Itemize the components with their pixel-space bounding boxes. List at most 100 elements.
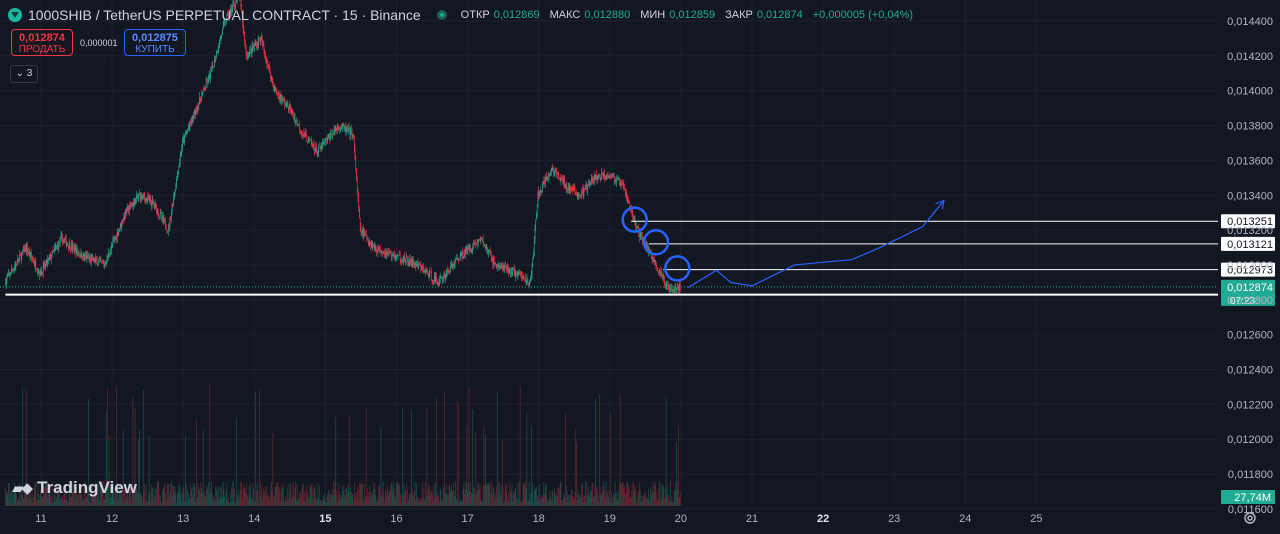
volume-bar (295, 481, 297, 506)
volume-bar (283, 499, 285, 506)
candle-body (621, 182, 622, 183)
volume-bar (427, 484, 429, 506)
candle-body (279, 94, 281, 101)
candle-body (440, 277, 442, 278)
candle-body (66, 244, 68, 246)
volume-bar (251, 500, 253, 506)
volume-bar (436, 397, 437, 506)
volume-bar (614, 482, 616, 506)
volume-bar (179, 493, 181, 506)
volume-bar (590, 491, 591, 506)
candle-body (470, 247, 471, 251)
volume-bar (675, 482, 677, 506)
candle-body (168, 226, 169, 232)
volume-bar (601, 493, 603, 506)
volume-bar (554, 493, 556, 506)
candle-body (168, 226, 170, 228)
candle-body (144, 196, 145, 199)
volume-bar (182, 485, 184, 506)
candle-body (558, 172, 559, 178)
volume-bar (100, 489, 102, 506)
candle-body (525, 277, 526, 282)
volume-bar (471, 494, 473, 506)
volume-bar (239, 494, 240, 506)
volume-bar (495, 496, 497, 506)
volume-bar (191, 487, 193, 506)
volume-bar (400, 493, 402, 506)
candle-body (369, 241, 371, 243)
candle-body (341, 126, 342, 129)
candle-body (117, 231, 119, 235)
volume-bar (148, 495, 149, 506)
volume-bar (509, 481, 511, 506)
candle-body (548, 173, 550, 174)
volume-bar (230, 493, 231, 506)
volume-bar (282, 482, 284, 506)
candle-body (486, 247, 488, 249)
candle-body (97, 264, 99, 266)
volume-bar (61, 498, 63, 506)
indicators-toggle-button[interactable]: ⌄ 3 (10, 65, 38, 83)
volume-bar (500, 495, 502, 506)
volume-bar (557, 488, 559, 506)
candle-body (673, 287, 675, 291)
candle-body (312, 144, 314, 145)
symbol-title[interactable]: 1000SHIB / TetherUS PERPETUAL CONTRACT ·… (28, 7, 421, 23)
market-status-icon[interactable] (436, 10, 447, 20)
volume-bar (386, 496, 388, 506)
time-axis[interactable]: 11 12 13 14 15 16 17 18 19 20 21 22 23 24 25 (35, 513, 1042, 525)
volume-bar (99, 484, 101, 506)
candle-body (273, 83, 274, 90)
volume-bar (125, 494, 126, 506)
volume-bar (391, 484, 393, 506)
sell-button[interactable]: 0,012874 ПРОДАТЬ (11, 29, 73, 56)
candle-body (291, 110, 292, 114)
volume-bar (668, 501, 670, 506)
volume-bar (596, 487, 598, 506)
candle-body (131, 204, 133, 207)
volume-bar (345, 499, 346, 506)
horizontal-levels[interactable]: 0,0132510,0131210,0129730,0128300,012874… (0, 214, 1275, 504)
volume-bar (621, 484, 622, 506)
volume-bar (525, 481, 526, 506)
candle-body (473, 242, 474, 245)
candle-body (151, 202, 152, 206)
volume-bar (450, 491, 451, 506)
candle-body (652, 256, 654, 262)
drawing-annotations[interactable] (621, 199, 945, 289)
candle-body (8, 273, 10, 274)
volume-bar (409, 495, 411, 506)
candle-body (521, 275, 522, 278)
candle-body (105, 264, 106, 265)
candle-body (304, 132, 305, 138)
volume-bar (545, 483, 547, 506)
candle-body (290, 107, 291, 114)
volume-bar (556, 494, 557, 506)
candle-body (90, 257, 91, 262)
candle-body (39, 270, 41, 276)
candle-body (519, 273, 521, 275)
volume-bar (415, 500, 417, 506)
candle-body (599, 174, 601, 180)
candle-body (664, 281, 665, 286)
volume-bar (522, 484, 524, 506)
candle-body (263, 44, 265, 50)
volume-bar (337, 494, 339, 506)
candle-body (582, 190, 583, 191)
candle-body (596, 176, 598, 180)
candle-body (413, 264, 415, 266)
volume-bar (311, 482, 313, 506)
candle-body (88, 257, 89, 259)
gear-icon[interactable] (1243, 511, 1257, 525)
candle-body (448, 271, 449, 272)
tradingview-logo[interactable]: ▰◆ TradingView (12, 478, 137, 498)
volume-bar (62, 495, 63, 506)
candle-body (163, 218, 165, 221)
volume-bar (449, 486, 451, 506)
price-axis[interactable]: 0,0144000,0142000,0140000,0138000,013600… (1227, 16, 1273, 516)
buy-button[interactable]: 0,012875 КУПИТЬ (124, 29, 186, 56)
candle-body (648, 249, 650, 251)
candle-body (25, 246, 26, 252)
candle-body (469, 247, 471, 252)
